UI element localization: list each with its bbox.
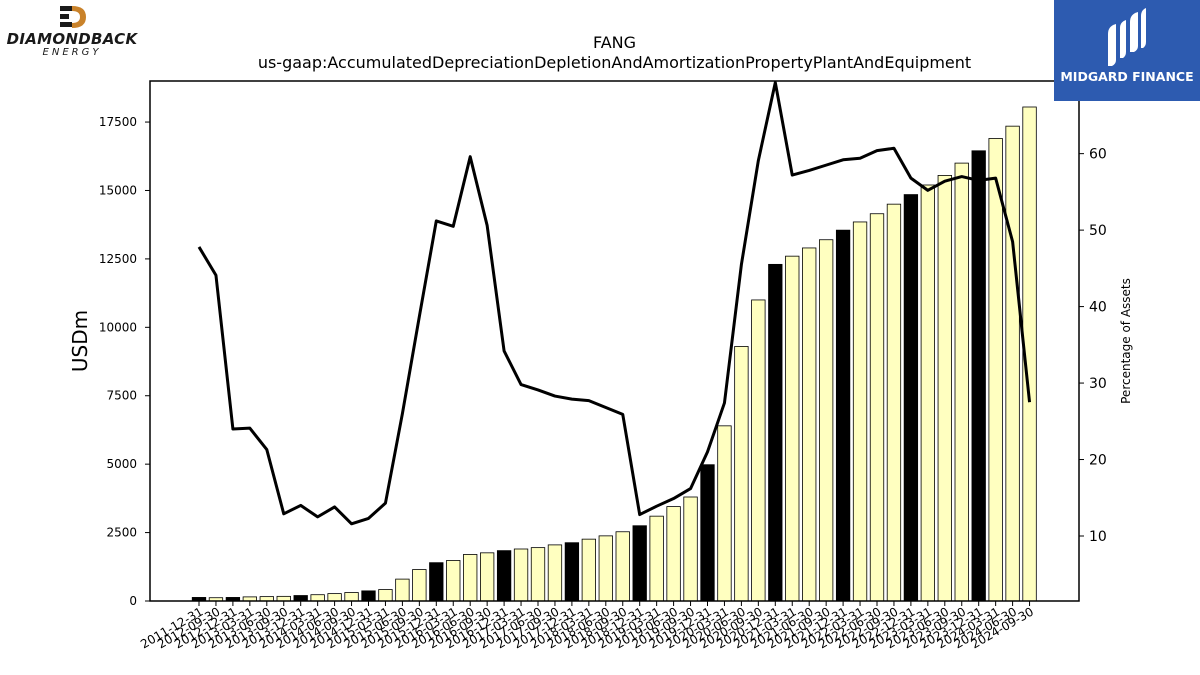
bar — [869, 213, 885, 602]
bar — [819, 239, 834, 602]
bar — [1005, 125, 1020, 602]
bar — [666, 506, 681, 602]
y-tick-label: 15000 — [99, 183, 137, 197]
chart-title: FANG — [593, 33, 636, 52]
x-axis: 2011-12-312012-09-302012-12-312013-03-31… — [138, 601, 1036, 651]
bar — [615, 531, 630, 602]
diamondback-logo-sub: ENERGY — [42, 47, 102, 58]
bar — [835, 229, 851, 602]
bar — [886, 203, 902, 602]
bar — [971, 150, 986, 602]
y-tick-label: 17500 — [99, 115, 137, 129]
bar — [463, 554, 478, 602]
y-axis-right: 10 20 30 40 50 60 — [1079, 147, 1107, 545]
bar — [429, 562, 444, 602]
bar — [683, 496, 698, 602]
bar — [768, 263, 783, 602]
bar — [937, 175, 952, 602]
bar — [717, 425, 732, 602]
bar — [954, 162, 969, 602]
bar — [361, 590, 376, 602]
chart-subtitle: us-gaap:AccumulatedDepreciationDepletion… — [258, 53, 971, 72]
y2-tick-label: 50 — [1089, 223, 1107, 239]
y-tick-label: 0 — [129, 594, 137, 608]
y-tick-label: 10000 — [99, 320, 137, 334]
bar — [734, 346, 749, 602]
bar — [564, 542, 580, 602]
bar — [598, 535, 613, 602]
midgard-logo: MIDGARD FINANCE — [1054, 0, 1200, 101]
percentage-line — [197, 81, 1032, 526]
bar — [310, 594, 325, 602]
bar — [649, 515, 664, 602]
bar — [802, 247, 817, 602]
midgard-logo-icon — [1108, 8, 1146, 66]
y2-tick-label: 20 — [1089, 453, 1107, 469]
bar — [327, 593, 342, 602]
y-tick-label: 12500 — [99, 252, 137, 266]
bar — [852, 221, 868, 602]
y2-tick-label: 60 — [1089, 147, 1107, 163]
bar — [479, 552, 495, 602]
y-tick-label: 7500 — [106, 389, 137, 403]
y-tick-label: 2500 — [106, 526, 137, 540]
bar — [530, 547, 546, 602]
line-series — [197, 81, 1032, 526]
diamondback-logo-icon — [60, 6, 86, 28]
bar — [344, 592, 359, 602]
y2-axis-label: Percentage of Assets — [1119, 278, 1133, 404]
bar — [496, 550, 512, 602]
bar — [700, 464, 715, 602]
bar — [293, 595, 308, 602]
bar — [903, 194, 919, 602]
y2-tick-label: 30 — [1089, 376, 1107, 392]
diamondback-logo-name: DIAMONDBACK — [6, 30, 138, 48]
plot-frame — [149, 80, 1080, 602]
y-tick-label: 5000 — [106, 457, 137, 471]
y-axis-label: USDm — [68, 310, 92, 372]
bar — [632, 525, 647, 602]
y-axis-left: 0 2500 5000 7500 10000 12500 15000 17500 — [99, 115, 150, 608]
bar — [988, 138, 1003, 602]
diamondback-logo: DIAMONDBACK ENERGY — [4, 4, 140, 58]
bar — [446, 560, 461, 602]
bar — [751, 299, 766, 602]
bar — [785, 255, 800, 602]
bar — [378, 589, 393, 602]
bar — [920, 184, 935, 602]
y2-tick-label: 40 — [1089, 300, 1107, 316]
bar — [581, 538, 596, 602]
y2-tick-label: 10 — [1089, 529, 1107, 545]
bar — [547, 544, 563, 602]
bar — [412, 569, 427, 602]
bar — [395, 578, 410, 602]
bar-series — [191, 106, 1037, 602]
midgard-logo-name: MIDGARD FINANCE — [1060, 69, 1194, 84]
bar — [513, 548, 529, 602]
